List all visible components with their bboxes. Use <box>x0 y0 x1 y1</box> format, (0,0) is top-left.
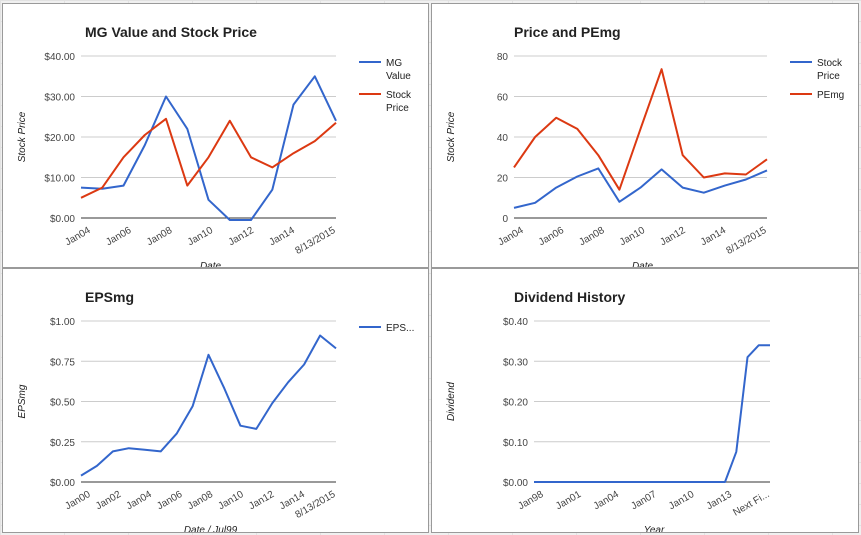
y-tick-label: $10.00 <box>44 174 75 185</box>
x-tick-label: Jan07 <box>629 489 658 512</box>
chart-title: Dividend History <box>514 289 625 305</box>
series-line-mg-value[interactable] <box>80 75 337 221</box>
x-tick-label: Jan04 <box>592 489 621 512</box>
y-tick-label: $0.00 <box>503 478 528 489</box>
x-tick-label: Jan06 <box>537 225 566 248</box>
x-tick-label: Jan08 <box>186 489 215 512</box>
series-line-eps[interactable] <box>80 334 337 477</box>
chart-epsmg[interactable]: EPSmg $0.00 $0.25 $0.50 $0.75 $1.00 Jan00 Jan02… <box>2 268 429 533</box>
y-tick-label: $20.00 <box>44 133 75 144</box>
y-axis-label: Dividend <box>446 382 457 421</box>
x-tick-label: Jan01 <box>554 489 583 512</box>
y-axis-label: EPSmg <box>17 384 28 418</box>
series-line-series-0[interactable] <box>534 344 770 483</box>
x-tick-label: Jan04 <box>125 489 154 512</box>
x-tick-label: 8/13/2015 <box>293 225 337 257</box>
x-tick-label: Jan06 <box>155 489 184 512</box>
legend-entry[interactable]: Stock Price <box>817 58 843 82</box>
x-tick-label: Jan10 <box>217 489 246 512</box>
y-tick-label: $0.50 <box>50 398 75 409</box>
y-tick-label: 0 <box>502 214 508 225</box>
x-tick-label: Jan10 <box>667 489 696 512</box>
x-tick-label: Jan06 <box>104 225 133 248</box>
x-tick-label: Jan13 <box>705 489 734 512</box>
y-tick-label: $0.10 <box>503 438 528 449</box>
chart-dividend-history[interactable]: Dividend History $0.00 $0.10 $0.20 $0.30 $0.4… <box>431 268 859 533</box>
y-tick-label: $30.00 <box>44 93 75 104</box>
x-tick-label: Jan12 <box>658 225 687 248</box>
x-tick-label: Jan14 <box>699 225 728 248</box>
y-tick-label: $0.30 <box>503 357 528 368</box>
x-tick-label: Jan12 <box>227 225 256 248</box>
chart-mg-value-and-stock-price[interactable]: MG Value and Stock Price $0.00 $10.00 $20.0… <box>2 3 429 268</box>
x-tick-label: 8/13/2015 <box>724 225 768 257</box>
x-tick-label: Jan08 <box>145 225 174 248</box>
legend-entry[interactable]: PEmg <box>817 90 844 101</box>
y-tick-label: $0.40 <box>503 317 528 328</box>
chart-price-and-pemg[interactable]: Price and PEmg 0 20 40 60 80 Jan04 Jan06 Jan08 Ja… <box>431 3 859 268</box>
x-tick-label: Jan04 <box>63 225 92 248</box>
x-axis-label: Year <box>644 525 665 533</box>
chart-title: EPSmg <box>85 289 134 305</box>
y-axis-label: Stock Price <box>446 111 457 162</box>
x-axis-label: Date <box>632 261 654 268</box>
x-tick-label: Jan10 <box>618 225 647 248</box>
x-tick-label: Jan14 <box>268 225 297 248</box>
y-tick-label: $1.00 <box>50 317 75 328</box>
y-tick-label: 40 <box>497 133 509 144</box>
legend-entry[interactable]: EPS... <box>386 323 414 334</box>
y-tick-label: $0.75 <box>50 357 75 368</box>
x-tick-label: Jan98 <box>516 489 545 512</box>
y-tick-label: 20 <box>497 174 509 185</box>
x-tick-label: Jan00 <box>63 489 92 512</box>
y-tick-label: $0.00 <box>50 214 75 225</box>
chart-title: Price and PEmg <box>514 24 621 40</box>
x-tick-label: Jan10 <box>186 225 215 248</box>
y-tick-label: $0.20 <box>503 398 528 409</box>
y-tick-label: $0.25 <box>50 438 75 449</box>
legend-entry[interactable]: Stock Price <box>386 90 412 114</box>
x-tick-label: Jan02 <box>94 489 123 512</box>
x-tick-label: Jan08 <box>577 225 606 248</box>
x-axis-label: Date / Jul99 <box>184 525 238 533</box>
x-tick-label: Jan04 <box>496 225 525 248</box>
x-tick-label: Next Fi... <box>731 489 771 519</box>
x-axis-label: Date <box>200 261 222 268</box>
y-tick-label: 60 <box>497 93 509 104</box>
series-line-stock-price[interactable] <box>80 117 337 199</box>
series-line-pemg[interactable] <box>513 68 768 191</box>
chart-title: MG Value and Stock Price <box>85 24 257 40</box>
y-axis-label: Stock Price <box>17 111 28 162</box>
y-tick-label: 80 <box>497 52 509 63</box>
x-tick-label: Jan12 <box>247 489 276 512</box>
legend-entry[interactable]: MG Value <box>386 58 411 82</box>
series-line-stock-price[interactable] <box>513 167 768 209</box>
y-tick-label: $0.00 <box>50 478 75 489</box>
y-tick-label: $40.00 <box>44 52 75 63</box>
